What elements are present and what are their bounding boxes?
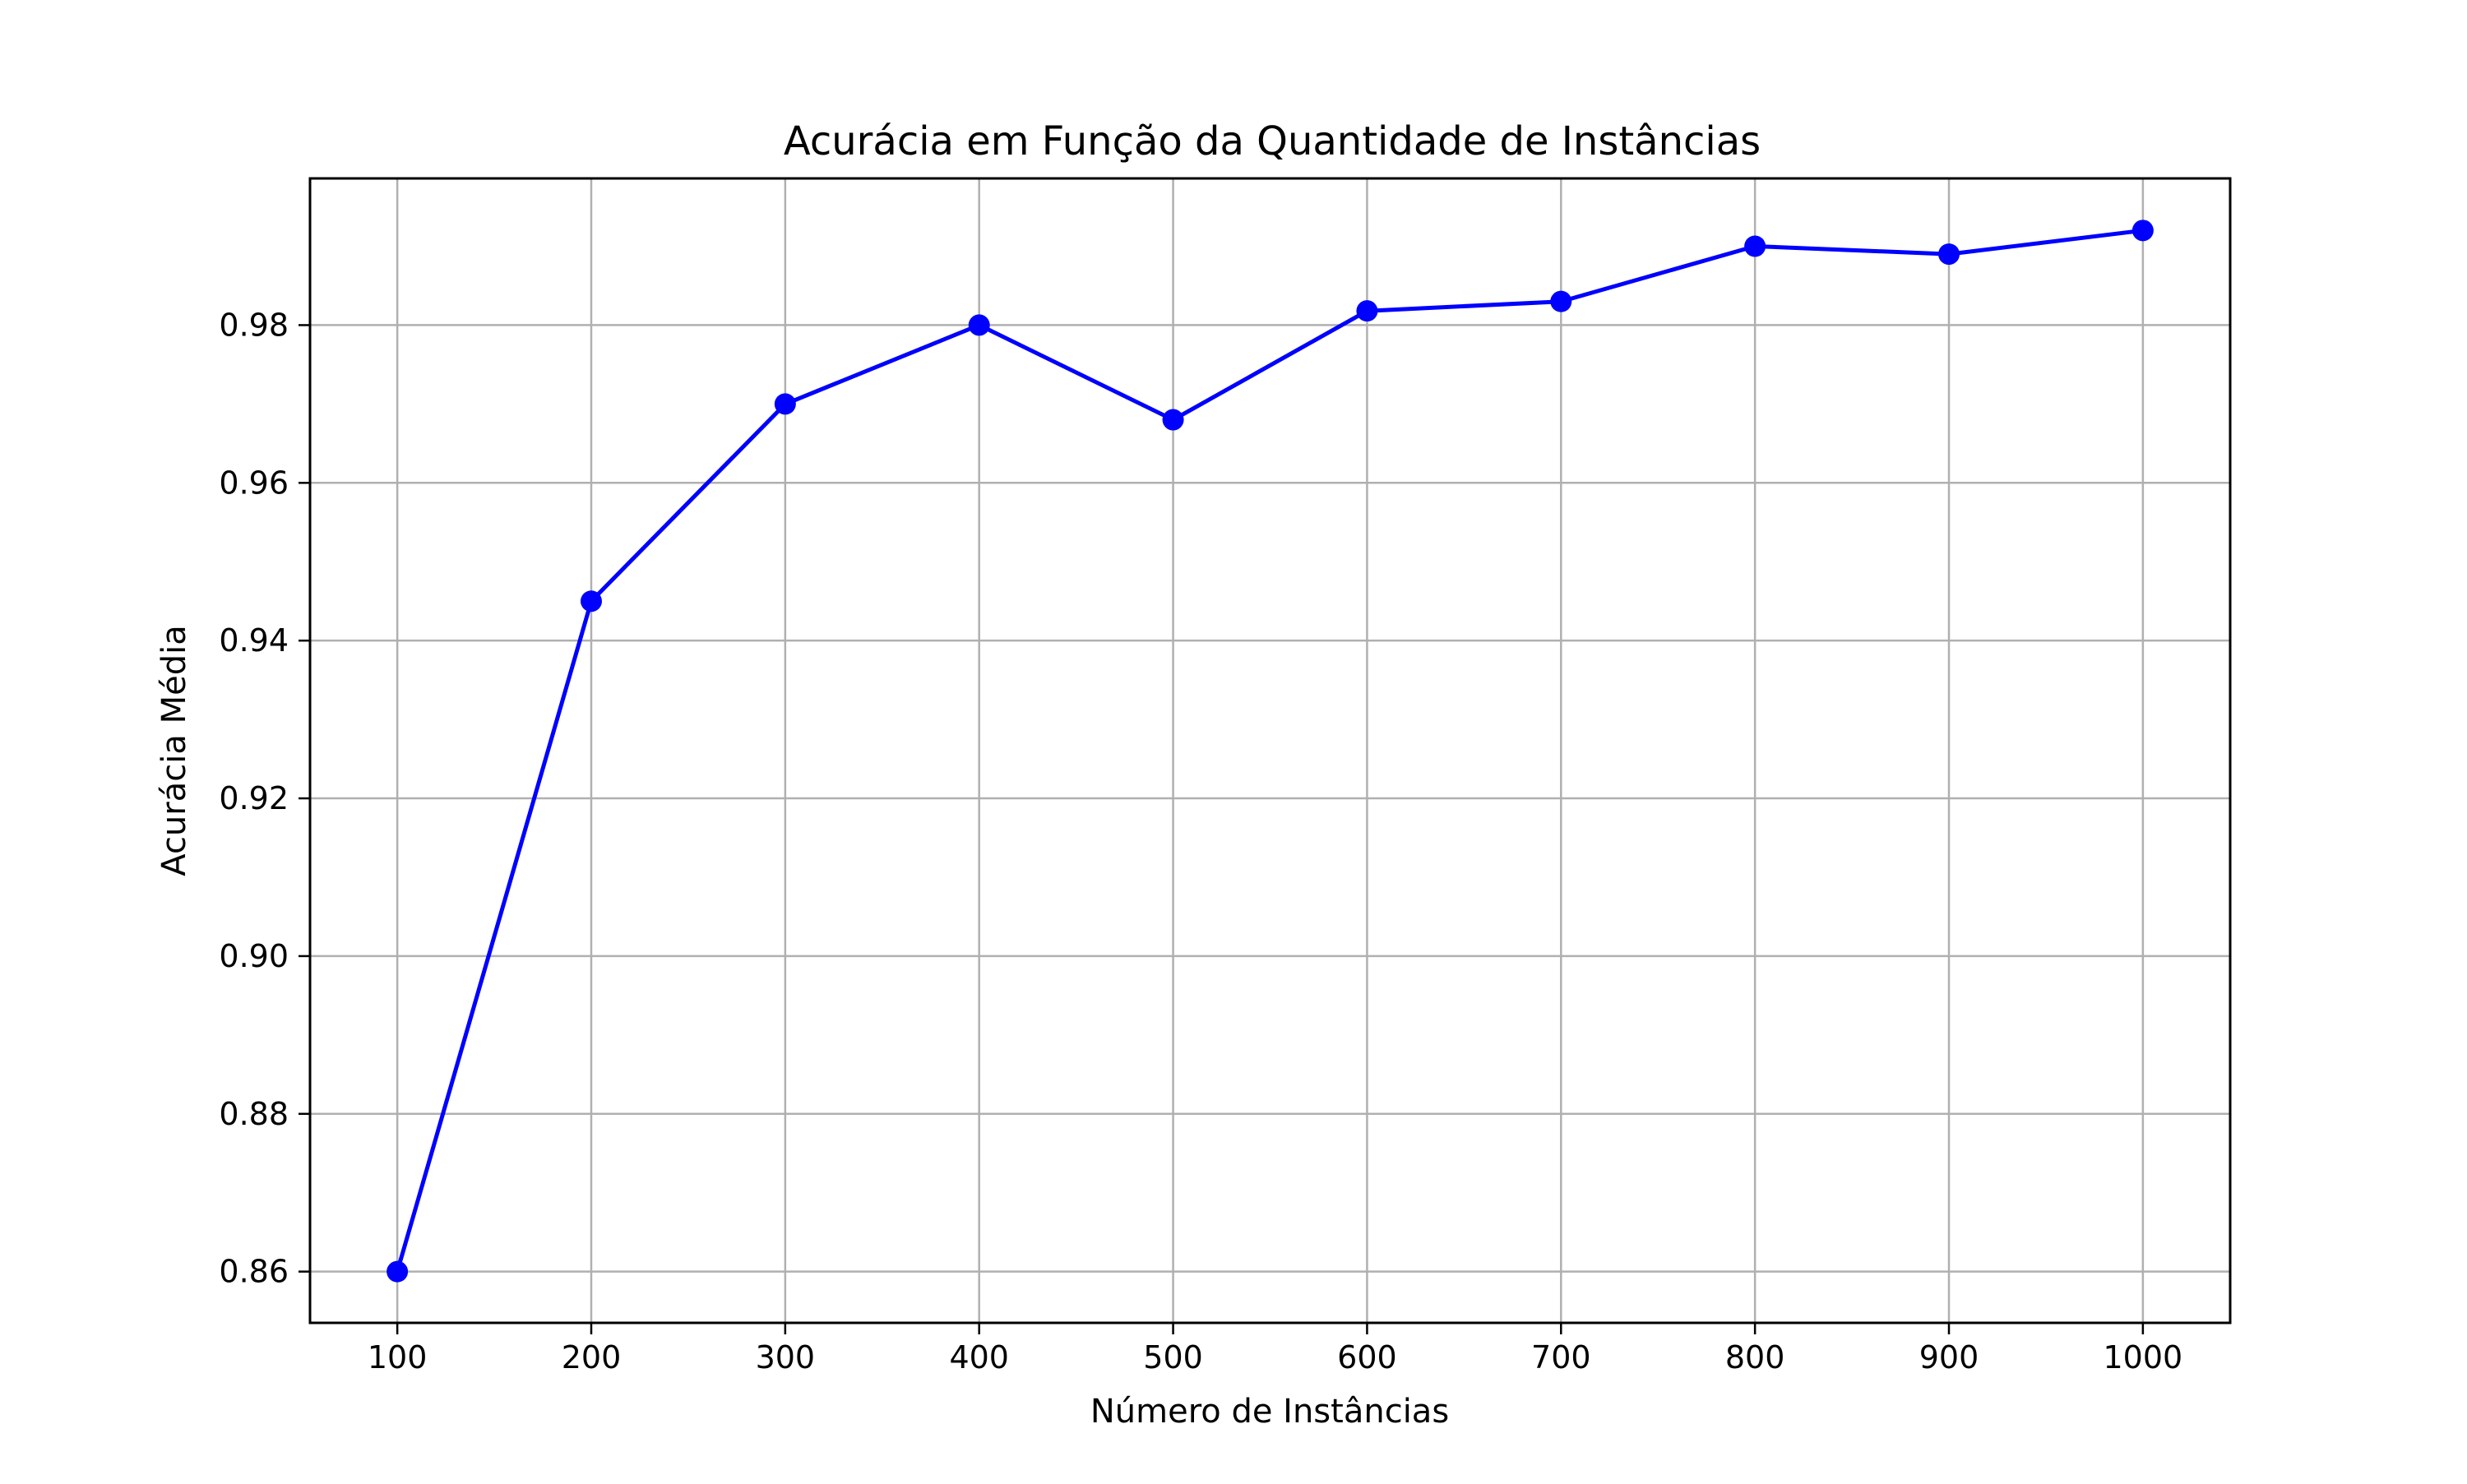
x-tick-label: 300 [756,1339,816,1375]
x-axis-label: Número de Instâncias [1090,1393,1449,1431]
series-line [395,228,2144,1273]
x-tick-label: 1000 [2104,1339,2183,1375]
chart-title: Acurácia em Função da Quantidade de Inst… [784,118,1761,164]
x-tick-label: 800 [1725,1339,1785,1375]
x-tick-label: 200 [562,1339,622,1375]
y-tick-label: 0.92 [219,780,289,816]
x-tick-label: 100 [368,1339,428,1375]
data-point [1550,290,1572,312]
data-point [1356,300,1378,322]
plot-frame [308,177,2232,1325]
y-tick-label: 0.94 [219,622,289,659]
data-point [1938,243,1960,266]
x-tick-label: 400 [949,1339,1009,1375]
x-tick-label: 500 [1143,1339,1203,1375]
x-tick-label: 600 [1337,1339,1397,1375]
x-tick-label: 700 [1531,1339,1591,1375]
data-point [1162,409,1184,431]
data-point [386,1260,409,1283]
y-tick-label: 0.86 [219,1254,289,1290]
y-axis-label: Acurácia Média [155,625,193,876]
y-axis: 0.86 0.88 0.90 0.92 0.94 0.96 0.98 [219,307,310,1290]
data-point [580,590,602,613]
data-point [774,393,796,415]
y-tick-label: 0.98 [219,307,289,343]
y-tick-label: 0.88 [219,1096,289,1132]
data-point [2131,220,2154,242]
data-point [968,314,990,336]
x-tick-label: 900 [1919,1339,1979,1375]
y-tick-label: 0.90 [219,938,289,974]
series-group [386,220,2154,1283]
data-point [1744,235,1766,257]
x-axis: 100 200 300 400 500 600 700 800 900 1000 [368,1323,2182,1375]
y-tick-label: 0.96 [219,465,289,501]
grid-lines [310,178,2230,1323]
